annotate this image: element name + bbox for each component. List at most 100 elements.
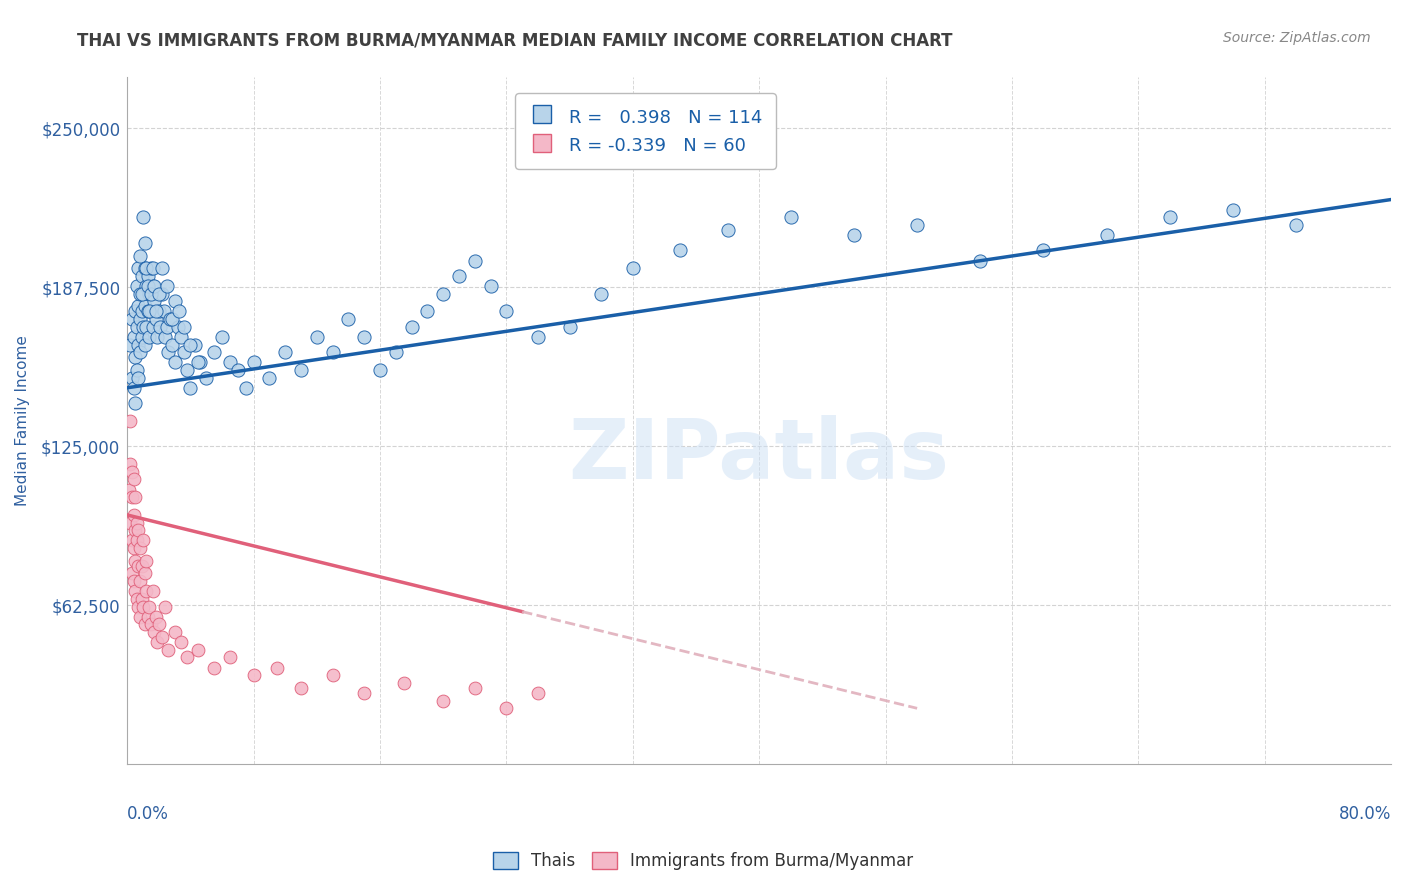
Point (132, 319, 155, 334)
Point (235, 381, 257, 395)
Point (121, 490, 143, 504)
Point (148, 286, 170, 301)
Point (142, 279, 165, 293)
Point (558, 319, 581, 334)
Text: Source: ZipAtlas.com: Source: ZipAtlas.com (1223, 31, 1371, 45)
Point (121, 533, 143, 548)
Point (621, 261, 644, 276)
Point (139, 617, 162, 632)
Point (163, 355, 186, 369)
Point (166, 319, 188, 334)
Point (134, 617, 156, 632)
Point (131, 268, 153, 283)
Point (124, 523, 146, 537)
Point (136, 268, 159, 283)
Point (716, 223, 738, 237)
Point (134, 261, 156, 276)
Point (131, 591, 153, 606)
Point (134, 566, 156, 581)
Point (125, 516, 148, 530)
Point (146, 635, 169, 649)
Point (170, 635, 193, 649)
Point (148, 617, 170, 632)
Point (219, 650, 242, 665)
Point (353, 330, 375, 344)
Point (173, 319, 195, 334)
Point (124, 584, 146, 599)
Point (132, 599, 155, 614)
Point (124, 490, 146, 504)
Point (290, 681, 312, 695)
Point (527, 330, 550, 344)
Point (169, 304, 191, 318)
Point (1032, 244, 1054, 258)
Point (202, 345, 225, 359)
Point (122, 381, 145, 395)
Point (195, 370, 218, 384)
Point (120, 457, 142, 471)
Point (122, 330, 145, 344)
Point (179, 381, 201, 395)
Point (148, 304, 170, 318)
Point (136, 304, 159, 318)
Point (131, 286, 153, 301)
Point (187, 355, 209, 369)
Point (120, 414, 142, 428)
Point (187, 642, 209, 657)
Point (392, 676, 415, 690)
Point (1222, 202, 1244, 217)
Point (305, 330, 328, 344)
Point (143, 294, 166, 309)
Point (135, 319, 157, 334)
Point (779, 211, 801, 225)
Point (121, 370, 143, 384)
Point (188, 355, 211, 369)
Point (259, 370, 281, 384)
Point (145, 609, 167, 624)
Point (139, 261, 162, 276)
Point (122, 574, 145, 588)
Point (135, 584, 157, 599)
Point (125, 591, 148, 606)
Y-axis label: Median Family Income: Median Family Income (15, 335, 30, 507)
Point (124, 351, 146, 365)
Point (134, 337, 156, 351)
Point (131, 304, 153, 318)
Point (464, 253, 486, 268)
Point (138, 330, 160, 344)
Point (353, 686, 375, 700)
Point (125, 533, 148, 548)
Point (146, 330, 169, 344)
Point (401, 319, 423, 334)
Point (184, 337, 207, 351)
Point (138, 304, 160, 318)
Point (176, 650, 198, 665)
Point (124, 554, 146, 568)
Point (127, 599, 149, 614)
Point (157, 642, 180, 657)
Point (145, 304, 167, 318)
Point (127, 337, 149, 351)
Point (416, 304, 439, 318)
Point (129, 541, 152, 555)
Point (131, 558, 153, 573)
Point (202, 660, 225, 674)
Point (122, 541, 145, 555)
Point (143, 279, 166, 293)
Point (121, 465, 143, 479)
Point (163, 625, 186, 640)
Point (432, 694, 454, 708)
Point (124, 304, 146, 318)
Point (121, 312, 143, 326)
Point (159, 312, 181, 326)
Point (127, 261, 149, 276)
Point (1095, 228, 1118, 243)
Point (138, 599, 160, 614)
Text: 80.0%: 80.0% (1339, 805, 1391, 823)
Legend: Thais, Immigrants from Burma/Myanmar: Thais, Immigrants from Burma/Myanmar (486, 845, 920, 877)
Point (127, 299, 149, 313)
Point (135, 554, 157, 568)
Point (131, 330, 153, 344)
Point (129, 248, 152, 262)
Text: 0.0%: 0.0% (128, 805, 169, 823)
